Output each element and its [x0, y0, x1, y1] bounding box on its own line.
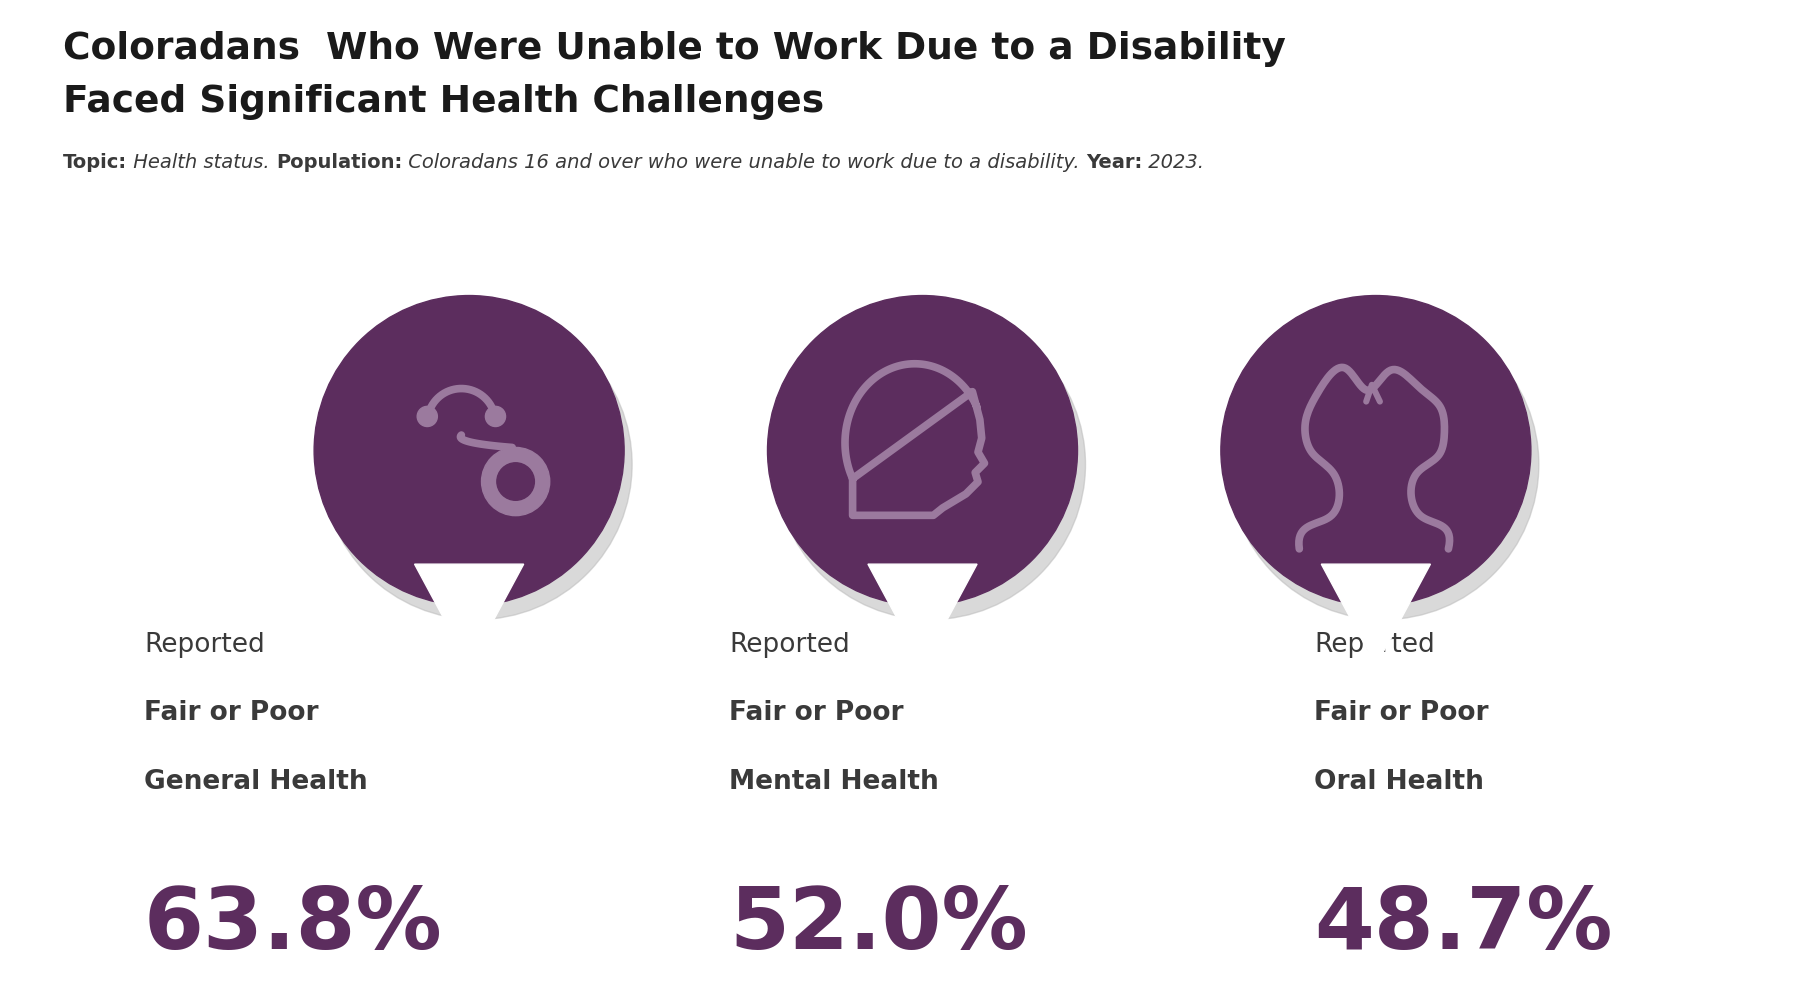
Text: 52.0%: 52.0% [729, 885, 1028, 967]
Text: Topic:: Topic: [63, 153, 128, 172]
Text: Mental Health: Mental Health [729, 769, 940, 795]
Text: Health status.: Health status. [128, 153, 275, 172]
Text: 2023.: 2023. [1143, 153, 1204, 172]
Polygon shape [419, 562, 518, 635]
Text: 63.8%: 63.8% [144, 885, 443, 967]
Text: Fair or Poor: Fair or Poor [729, 700, 904, 727]
Circle shape [497, 463, 535, 500]
Polygon shape [425, 558, 513, 627]
Circle shape [1229, 309, 1539, 620]
Text: 48.7%: 48.7% [1314, 885, 1613, 967]
Text: Fair or Poor: Fair or Poor [1314, 700, 1489, 727]
Text: General Health: General Health [144, 769, 367, 795]
Polygon shape [1332, 558, 1420, 627]
Polygon shape [1327, 562, 1426, 635]
Circle shape [486, 407, 506, 426]
Text: Oral Health: Oral Health [1314, 769, 1483, 795]
Text: Fair or Poor: Fair or Poor [144, 700, 319, 727]
Text: Reported: Reported [1314, 631, 1435, 658]
Polygon shape [1321, 564, 1431, 666]
Polygon shape [414, 564, 524, 666]
Polygon shape [878, 558, 967, 627]
Text: Faced Significant Health Challenges: Faced Significant Health Challenges [63, 84, 824, 120]
Text: Year:: Year: [1085, 153, 1143, 172]
Circle shape [418, 407, 437, 426]
Circle shape [767, 296, 1078, 606]
Text: Population:: Population: [275, 153, 401, 172]
Text: Coloradans 16 and over who were unable to work due to a disability.: Coloradans 16 and over who were unable t… [401, 153, 1085, 172]
Circle shape [322, 309, 632, 620]
Polygon shape [868, 564, 977, 666]
Polygon shape [873, 562, 972, 635]
Text: Reported: Reported [144, 631, 265, 658]
Text: Reported: Reported [729, 631, 850, 658]
Circle shape [776, 309, 1085, 620]
Circle shape [482, 448, 549, 516]
Text: Coloradans  Who Were Unable to Work Due to a Disability: Coloradans Who Were Unable to Work Due t… [63, 30, 1285, 67]
Circle shape [1220, 296, 1530, 606]
Circle shape [315, 296, 625, 606]
